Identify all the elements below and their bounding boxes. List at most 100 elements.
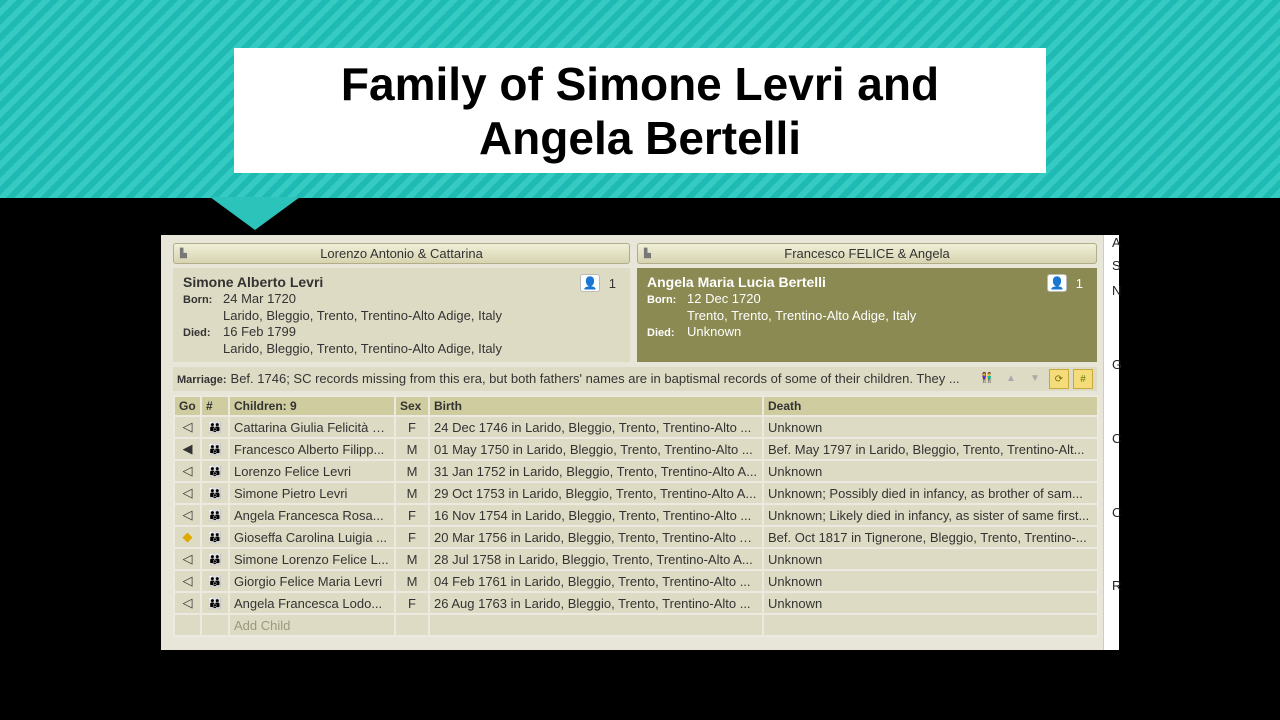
child-death: Unknown bbox=[762, 569, 1099, 593]
swap-icon[interactable]: ⟳ bbox=[1049, 369, 1069, 389]
col-birth[interactable]: Birth bbox=[428, 395, 764, 417]
add-child-row[interactable]: Add Child bbox=[173, 613, 1099, 637]
media-count: 1 bbox=[608, 276, 616, 291]
wife-name: Angela Maria Lucia Bertelli bbox=[647, 274, 826, 290]
media-person-icon[interactable]: 👤 bbox=[580, 274, 600, 292]
right-pane-label: G bbox=[1112, 357, 1123, 372]
go-arrow-icon[interactable]: ◁ bbox=[173, 415, 202, 439]
go-arrow-icon[interactable]: ◁ bbox=[173, 569, 202, 593]
husband-died-date: 16 Feb 1799 bbox=[223, 324, 297, 339]
child-name[interactable]: Cattarina Giulia Felicità L... bbox=[228, 415, 396, 439]
right-pane-label: A bbox=[1112, 235, 1121, 250]
family-view: ▙ Lorenzo Antonio & Cattarina ▙ Francesco … bbox=[161, 235, 1119, 650]
family-icon[interactable]: 👪 bbox=[200, 437, 230, 461]
child-death: Unknown; Possibly died in infancy, as br… bbox=[762, 481, 1099, 505]
col-number[interactable]: # bbox=[200, 395, 230, 417]
go-arrow-icon[interactable]: ◆ bbox=[173, 525, 202, 549]
husband-name: Simone Alberto Levri bbox=[183, 274, 324, 290]
right-pane-label: R bbox=[1112, 578, 1122, 593]
child-birth: 26 Aug 1763 in Larido, Bleggio, Trento, … bbox=[428, 591, 764, 615]
banner-pointer bbox=[210, 197, 300, 230]
col-death[interactable]: Death bbox=[762, 395, 1099, 417]
parents-icon: ▙ bbox=[644, 248, 651, 258]
child-name[interactable]: Simone Pietro Levri bbox=[228, 481, 396, 505]
go-arrow-icon[interactable]: ◀ bbox=[173, 437, 202, 461]
child-name[interactable]: Giorgio Felice Maria Levri bbox=[228, 569, 396, 593]
table-row[interactable]: ◁ 👪 Simone Pietro Levri M 29 Oct 1753 in… bbox=[173, 481, 1099, 505]
col-children[interactable]: Children: 9 bbox=[228, 395, 396, 417]
table-row[interactable]: ◆ 👪 Gioseffa Carolina Luigia ... F 20 Ma… bbox=[173, 525, 1099, 549]
child-sex: M bbox=[394, 481, 430, 505]
col-go[interactable]: Go bbox=[173, 395, 202, 417]
child-name[interactable]: Lorenzo Felice Levri bbox=[228, 459, 396, 483]
marriage-row[interactable]: Marriage: Bef. 1746; SC records missing f… bbox=[173, 367, 1097, 391]
table-row[interactable]: ◁ 👪 Simone Lorenzo Felice L... M 28 Jul … bbox=[173, 547, 1099, 571]
wife-parents-button[interactable]: ▙ Francesco FELICE & Angela bbox=[637, 243, 1097, 264]
family-icon[interactable]: 👪 bbox=[200, 503, 230, 527]
child-birth: 24 Dec 1746 in Larido, Bleggio, Trento, … bbox=[428, 415, 764, 439]
couple-icon[interactable]: 👫 bbox=[980, 373, 994, 384]
family-icon[interactable]: 👪 bbox=[200, 459, 230, 483]
child-death: Bef. Oct 1817 in Tignerone, Bleggio, Tre… bbox=[762, 525, 1099, 549]
family-icon[interactable]: 👪 bbox=[200, 547, 230, 571]
child-death: Unknown; Likely died in infancy, as sist… bbox=[762, 503, 1099, 527]
family-icon[interactable]: 👪 bbox=[200, 415, 230, 439]
child-name[interactable]: Angela Francesca Lodo... bbox=[228, 591, 396, 615]
child-name[interactable]: Francesco Alberto Filipp... bbox=[228, 437, 396, 461]
media-person-icon[interactable]: 👤 bbox=[1047, 274, 1067, 292]
go-arrow-icon[interactable]: ◁ bbox=[173, 459, 202, 483]
right-pane-label: S bbox=[1112, 258, 1121, 273]
slide-title-box: Family of Simone Levri and Angela Bertel… bbox=[234, 48, 1046, 173]
right-pane-label: C bbox=[1112, 505, 1122, 520]
family-icon[interactable]: 👪 bbox=[200, 569, 230, 593]
child-sex: F bbox=[394, 415, 430, 439]
child-name[interactable]: Gioseffa Carolina Luigia ... bbox=[228, 525, 396, 549]
table-row[interactable]: ◁ 👪 Cattarina Giulia Felicità L... F 24 … bbox=[173, 415, 1099, 439]
move-up-icon[interactable]: ▲ bbox=[1006, 373, 1016, 384]
child-name[interactable]: Simone Lorenzo Felice L... bbox=[228, 547, 396, 571]
go-arrow-icon[interactable]: ◁ bbox=[173, 547, 202, 571]
husband-panel[interactable]: Simone Alberto Levri Born: 24 Mar 1720 La… bbox=[173, 268, 630, 362]
child-sex: M bbox=[394, 459, 430, 483]
media-count: 1 bbox=[1075, 276, 1083, 291]
table-row[interactable]: ◁ 👪 Giorgio Felice Maria Levri M 04 Feb … bbox=[173, 569, 1099, 593]
right-pane-label: C bbox=[1112, 431, 1122, 446]
family-icon[interactable]: 👪 bbox=[200, 525, 230, 549]
husband-parents-button[interactable]: ▙ Lorenzo Antonio & Cattarina bbox=[173, 243, 630, 264]
child-death: Unknown bbox=[762, 547, 1099, 571]
child-death: Unknown bbox=[762, 591, 1099, 615]
table-row[interactable]: ◁ 👪 Angela Francesca Rosa... F 16 Nov 17… bbox=[173, 503, 1099, 527]
wife-born-place: Trento, Trento, Trentino-Alto Adige, Ita… bbox=[687, 308, 917, 323]
go-arrow-icon[interactable]: ◁ bbox=[173, 481, 202, 505]
child-name[interactable]: Angela Francesca Rosa... bbox=[228, 503, 396, 527]
wife-panel[interactable]: Angela Maria Lucia Bertelli Born: 12 Dec … bbox=[637, 268, 1097, 362]
parents-icon: ▙ bbox=[180, 248, 187, 258]
go-arrow-icon[interactable]: ◁ bbox=[173, 503, 202, 527]
table-row[interactable]: ◀ 👪 Francesco Alberto Filipp... M 01 May… bbox=[173, 437, 1099, 461]
child-birth: 04 Feb 1761 in Larido, Bleggio, Trento, … bbox=[428, 569, 764, 593]
husband-died-place: Larido, Bleggio, Trento, Trentino-Alto A… bbox=[223, 341, 502, 356]
child-death: Unknown bbox=[762, 459, 1099, 483]
child-sex: F bbox=[394, 525, 430, 549]
child-birth: 20 Mar 1756 in Larido, Bleggio, Trento, … bbox=[428, 525, 764, 549]
add-child-button[interactable]: Add Child bbox=[228, 613, 396, 637]
child-birth: 16 Nov 1754 in Larido, Bleggio, Trento, … bbox=[428, 503, 764, 527]
family-icon[interactable]: 👪 bbox=[200, 591, 230, 615]
move-down-icon[interactable]: ▼ bbox=[1030, 373, 1040, 384]
table-row[interactable]: ◁ 👪 Lorenzo Felice Levri M 31 Jan 1752 i… bbox=[173, 459, 1099, 483]
slide-title: Family of Simone Levri and Angela Bertel… bbox=[340, 57, 940, 164]
wife-died-date: Unknown bbox=[687, 324, 742, 339]
child-birth: 31 Jan 1752 in Larido, Bleggio, Trento, … bbox=[428, 459, 764, 483]
table-row[interactable]: ◁ 👪 Angela Francesca Lodo... F 26 Aug 17… bbox=[173, 591, 1099, 615]
child-birth: 28 Jul 1758 in Larido, Bleggio, Trento, … bbox=[428, 547, 764, 571]
family-icon[interactable]: 👪 bbox=[200, 481, 230, 505]
child-sex: M bbox=[394, 437, 430, 461]
grid-icon[interactable]: # bbox=[1073, 369, 1093, 389]
go-arrow-icon[interactable]: ◁ bbox=[173, 591, 202, 615]
child-death: Bef. May 1797 in Larido, Bleggio, Trento… bbox=[762, 437, 1099, 461]
child-sex: F bbox=[394, 591, 430, 615]
marriage-text: Bef. 1746; SC records missing from this … bbox=[230, 371, 960, 386]
child-death: Unknown bbox=[762, 415, 1099, 439]
col-sex[interactable]: Sex bbox=[394, 395, 430, 417]
child-birth: 29 Oct 1753 in Larido, Bleggio, Trento, … bbox=[428, 481, 764, 505]
